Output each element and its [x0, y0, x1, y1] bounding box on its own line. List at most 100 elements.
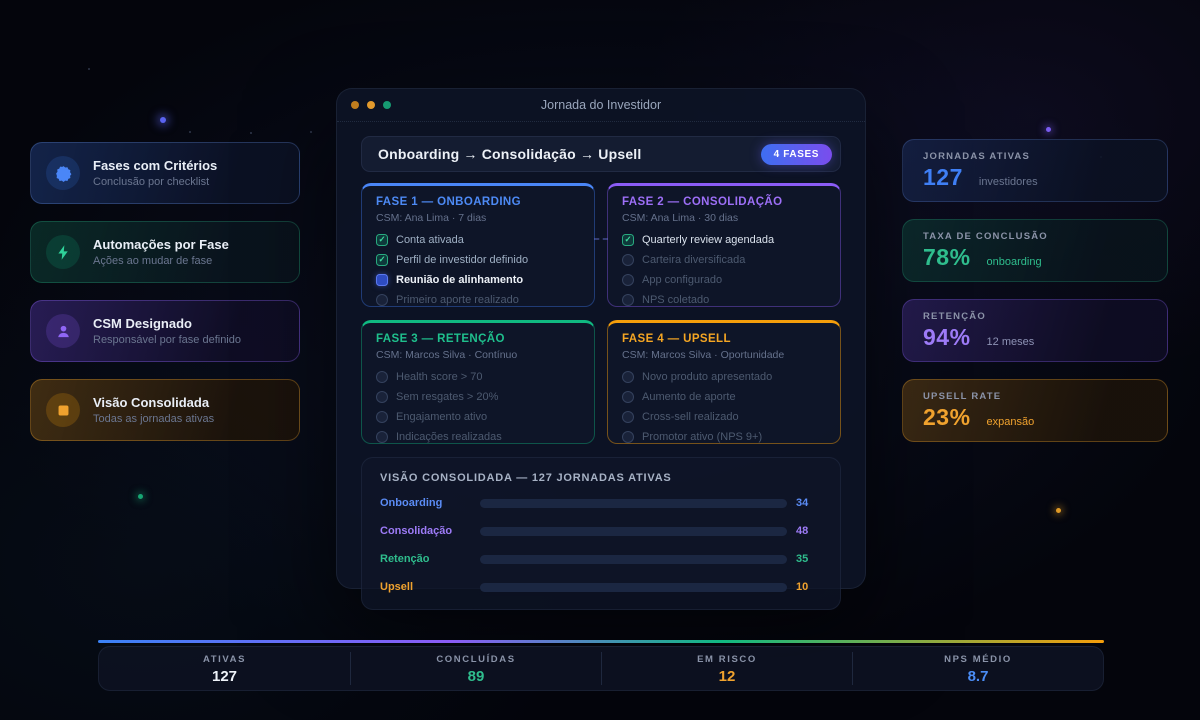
checklist-item[interactable]: Indicações realizadas [376, 428, 580, 445]
window-titlebar: Jornada do Investidor [337, 89, 865, 122]
stat-label: RETENÇÃO [923, 311, 986, 322]
features-sidebar: Fases com Critérios Conclusão por checkl… [30, 142, 300, 441]
stat-card-upsell-rate: UPSELL RATE 23% expansão [902, 379, 1168, 442]
feature-subtitle: Responsável por fase definido [93, 334, 241, 346]
stat-label: UPSELL RATE [923, 391, 1002, 402]
stat-label: JORNADAS ATIVAS [923, 151, 1031, 162]
checkbox-empty-icon[interactable] [376, 370, 388, 383]
checklist-item[interactable]: Primeiro aporte realizado [376, 291, 580, 308]
feature-card-automacoes-por-fase[interactable]: Automações por Fase Ações ao mudar de fa… [30, 221, 300, 283]
journey-gradient-line [98, 640, 1104, 643]
traffic-light-close-icon[interactable] [351, 101, 359, 109]
decor-dot [160, 117, 166, 123]
feature-title: Fases com Critérios [93, 158, 218, 173]
decor-dot [88, 68, 90, 70]
phase-csm: CSM: Marcos Silva · Contínuo [376, 349, 518, 361]
bar-row-consolidacao: Consolidação 48 [380, 525, 809, 537]
phase-csm: CSM: Ana Lima · 7 dias [376, 212, 487, 224]
checklist-item[interactable]: Perfil de investidor definido [376, 251, 580, 268]
person-icon [46, 314, 80, 348]
checkbox-checked-icon[interactable] [376, 253, 388, 266]
checkbox-current-icon[interactable] [376, 273, 388, 286]
checkbox-empty-icon[interactable] [622, 273, 634, 286]
checkbox-checked-icon[interactable] [376, 233, 388, 246]
checklist-item[interactable]: Promotor ativo (NPS 9+) [622, 428, 826, 445]
checklist-item[interactable]: Aumento de aporte [622, 388, 826, 405]
phase-count-badge: 4 FASES [760, 143, 832, 165]
traffic-light-zoom-icon[interactable] [383, 101, 391, 109]
decor-dot [1046, 127, 1051, 132]
checklist-item[interactable]: Cross-sell realizado [622, 408, 826, 425]
feature-card-fases-com-criterios[interactable]: Fases com Critérios Conclusão por checkl… [30, 142, 300, 204]
stat-label: TAXA DE CONCLUSÃO [923, 231, 1048, 242]
phase-csm: CSM: Ana Lima · 30 dias [622, 212, 739, 224]
stat-card-taxa-de-conclusao: TAXA DE CONCLUSÃO 78% onboarding [902, 219, 1168, 282]
checkbox-empty-icon[interactable] [622, 253, 634, 266]
bar-row-upsell: Upsell 10 [380, 581, 809, 593]
window-title: Jornada do Investidor [540, 98, 662, 112]
square-icon [46, 393, 80, 427]
phase-connector-dash [594, 238, 608, 240]
checkbox-empty-icon[interactable] [622, 390, 634, 403]
journey-path-bar: Onboarding → Consolidação → Upsell 4 FAS… [361, 136, 841, 172]
consolidated-title: VISÃO CONSOLIDADA — 127 JORNADAS ATIVAS [380, 472, 672, 484]
checkbox-empty-icon[interactable] [622, 370, 634, 383]
decor-dot [310, 131, 312, 133]
feature-title: Visão Consolidada [93, 395, 210, 410]
stat-value: 78% [923, 244, 971, 270]
decor-dot [250, 132, 252, 134]
checklist-item[interactable]: Engajamento ativo [376, 408, 580, 425]
phase-card-onboarding[interactable]: FASE 1 — ONBOARDING CSM: Ana Lima · 7 di… [361, 183, 595, 307]
stats-sidebar: JORNADAS ATIVAS 127 investidores TAXA DE… [902, 139, 1168, 442]
decor-dot [189, 131, 191, 133]
decor-dot [1056, 508, 1061, 513]
checkbox-empty-icon[interactable] [622, 293, 634, 306]
checklist-item[interactable]: Reunião de alinhamento [376, 271, 580, 288]
checkbox-empty-icon[interactable] [622, 410, 634, 423]
feature-card-csm-designado[interactable]: CSM Designado Responsável por fase defin… [30, 300, 300, 362]
traffic-light-minimize-icon[interactable] [367, 101, 375, 109]
feature-subtitle: Conclusão por checklist [93, 176, 210, 188]
journey-path-text: Onboarding → Consolidação → Upsell [378, 146, 642, 162]
checklist-item[interactable]: Conta ativada [376, 231, 580, 248]
lightning-icon [46, 235, 80, 269]
checklist-item[interactable]: Health score > 70 [376, 368, 580, 385]
stat-suffix: 12 meses [986, 336, 1035, 348]
checklist-item[interactable]: Novo produto apresentado [622, 368, 826, 385]
phase-card-upsell[interactable]: FASE 4 — UPSELL CSM: Marcos Silva · Opor… [607, 320, 841, 444]
stat-suffix: expansão [986, 416, 1035, 428]
feature-subtitle: Todas as jornadas ativas [93, 413, 215, 425]
checklist-item[interactable]: Quarterly review agendada [622, 231, 826, 248]
kpi-nps-medio: NPS MÉDIO 8.7 [852, 652, 1103, 685]
checklist-item[interactable]: App configurado [622, 271, 826, 288]
checkbox-empty-icon[interactable] [622, 430, 634, 443]
bar-row-onboarding: Onboarding 34 [380, 497, 809, 509]
bar-track [480, 498, 787, 508]
stat-card-retencao: RETENÇÃO 94% 12 meses [902, 299, 1168, 362]
phase-card-retencao[interactable]: FASE 3 — RETENÇÃO CSM: Marcos Silva · Co… [361, 320, 595, 444]
checkbox-empty-icon[interactable] [376, 390, 388, 403]
checklist-item[interactable]: Sem resgates > 20% [376, 388, 580, 405]
kpi-em-risco: EM RISCO 12 [601, 652, 852, 685]
checklist-item[interactable]: Carteira diversificada [622, 251, 826, 268]
kpi-footer: ATIVAS 127 CONCLUÍDAS 89 EM RISCO 12 NPS… [98, 640, 1104, 691]
checkbox-checked-icon[interactable] [622, 233, 634, 246]
app-window: Jornada do Investidor Onboarding → Conso… [336, 88, 866, 610]
kpi-box: ATIVAS 127 CONCLUÍDAS 89 EM RISCO 12 NPS… [98, 646, 1104, 691]
phase-card-consolidacao[interactable]: FASE 2 — CONSOLIDAÇÃO CSM: Ana Lima · 30… [607, 183, 841, 307]
checkbox-empty-icon[interactable] [376, 410, 388, 423]
feature-card-visao-consolidada[interactable]: Visão Consolidada Todas as jornadas ativ… [30, 379, 300, 441]
stat-card-jornadas-ativas: JORNADAS ATIVAS 127 investidores [902, 139, 1168, 202]
feature-title: Automações por Fase [93, 237, 229, 252]
bar-row-retencao: Retenção 35 [380, 553, 809, 565]
kpi-concluidas: CONCLUÍDAS 89 [350, 652, 601, 685]
phase-title: FASE 4 — UPSELL [622, 333, 731, 345]
checkbox-empty-icon[interactable] [376, 430, 388, 443]
stat-suffix: onboarding [986, 256, 1042, 268]
checklist-item[interactable]: NPS coletado [622, 291, 826, 308]
stat-value: 127 [923, 164, 963, 190]
phase-title: FASE 3 — RETENÇÃO [376, 333, 505, 345]
phase-csm: CSM: Marcos Silva · Oportunidade [622, 349, 785, 361]
badge-check-icon [46, 156, 80, 190]
checkbox-empty-icon[interactable] [376, 293, 388, 306]
